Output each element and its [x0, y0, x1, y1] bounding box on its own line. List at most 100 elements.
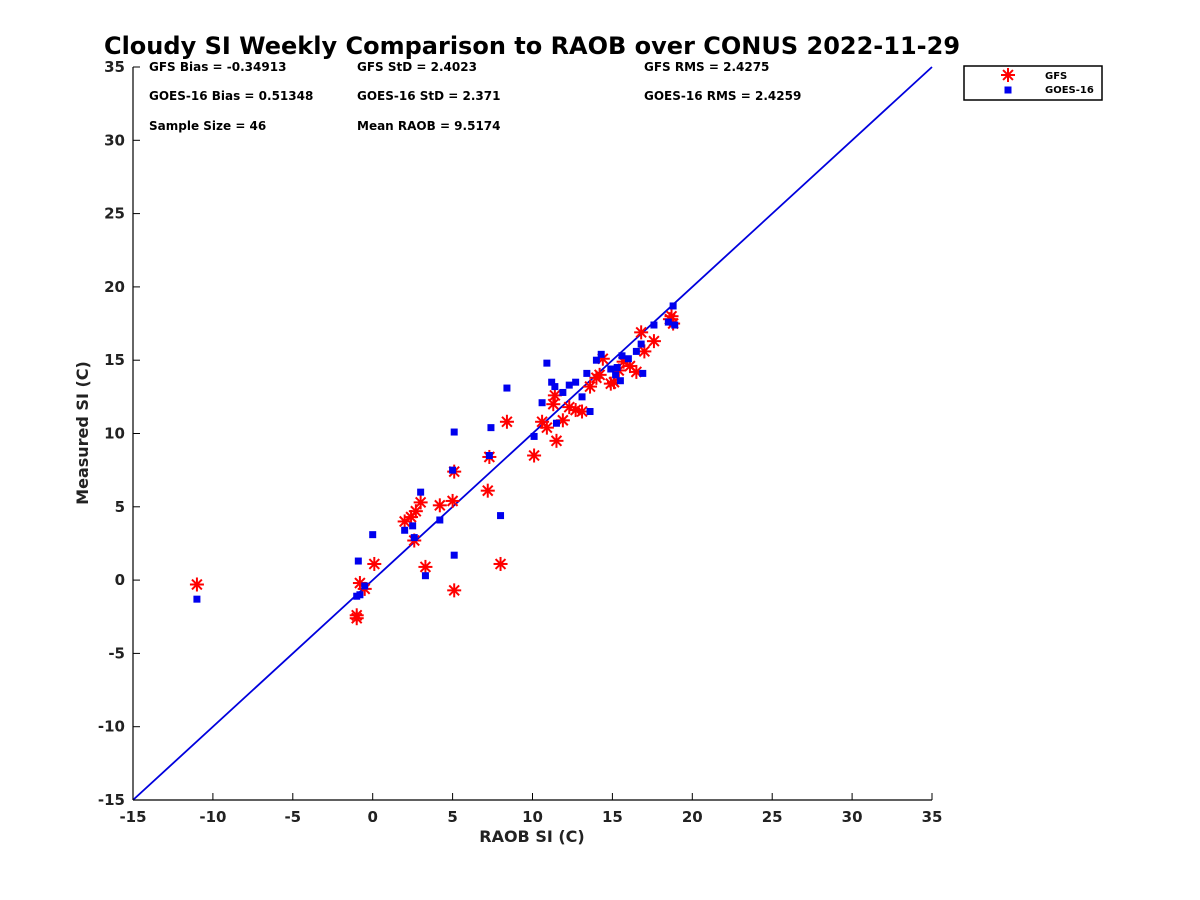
stat-goes-bias: GOES-16 Bias = 0.51348: [149, 89, 313, 103]
gfs-point: [404, 510, 419, 525]
x-tick-label: 25: [762, 808, 783, 826]
goes16-point: [592, 356, 600, 364]
x-tick-label: -10: [199, 808, 226, 826]
x-tick-label: -15: [119, 808, 146, 826]
x-tick-label: 10: [522, 808, 543, 826]
gfs-point: [499, 414, 514, 429]
x-tick-label: 35: [922, 808, 943, 826]
goes16-point: [669, 302, 677, 310]
goes16-point: [664, 318, 672, 326]
goes16-point: [485, 451, 493, 459]
goes16-point: [618, 352, 626, 360]
goes16-point: [497, 512, 505, 520]
legend-goes16-square: [1004, 86, 1012, 94]
y-tick-label: -10: [98, 718, 125, 736]
gfs-point: [367, 556, 382, 571]
goes16-point: [650, 321, 658, 329]
goes16-point: [410, 534, 418, 542]
goes16-point: [417, 488, 425, 496]
gfs-point: [447, 583, 462, 598]
gfs-point: [527, 448, 542, 463]
goes16-point: [409, 522, 417, 530]
legend: GFS GOES-16: [963, 65, 1103, 101]
goes16-point: [436, 516, 444, 524]
legend-goes16-label: GOES-16: [1045, 85, 1094, 96]
goes16-point: [449, 466, 457, 474]
goes16-point: [616, 377, 624, 385]
x-tick-label: 20: [682, 808, 703, 826]
chart-title: Cloudy SI Weekly Comparison to RAOB over…: [104, 32, 960, 60]
stat-gfs-bias: GFS Bias = -0.34913: [149, 60, 286, 74]
goes16-point: [530, 432, 538, 440]
goes16-point: [193, 595, 201, 603]
goes16-point: [607, 365, 615, 373]
gfs-point: [493, 556, 508, 571]
goes16-point: [572, 378, 580, 386]
legend-box: [963, 65, 1103, 101]
y-axis-label: Measured SI (C): [73, 361, 92, 505]
gfs-point: [349, 611, 364, 626]
plot-area: [132, 66, 933, 801]
goes16-point: [503, 384, 511, 392]
gfs-point: [432, 498, 447, 513]
goes16-point: [632, 347, 640, 355]
x-tick-label: 0: [367, 808, 377, 826]
goes16-point: [361, 582, 369, 590]
gfs-point: [189, 577, 204, 592]
goes16-point: [637, 340, 645, 348]
goes16-point: [565, 381, 573, 389]
gfs-point: [646, 334, 661, 349]
gfs-point: [413, 495, 428, 510]
gfs-point: [547, 388, 562, 403]
x-tick-label: 15: [602, 808, 623, 826]
goes16-point: [613, 364, 621, 372]
gfs-point: [539, 420, 554, 435]
legend-gfs-marker: [1001, 68, 1015, 82]
stat-gfs-rms: GFS RMS = 2.4275: [644, 60, 769, 74]
goes16-point: [543, 359, 551, 367]
goes16-point: [369, 531, 377, 539]
legend-gfs-asterisk: [1001, 68, 1015, 82]
gfs-point: [583, 379, 598, 394]
y-tick-label: 0: [115, 571, 125, 589]
goes16-series: [193, 302, 679, 603]
y-tick-label: 5: [115, 498, 125, 516]
legend-gfs-label: GFS: [1045, 71, 1067, 82]
goes16-point: [354, 557, 362, 565]
legend-goes16-marker: [1004, 86, 1012, 94]
y-tick-label: 35: [104, 58, 125, 76]
y-tick-label: 15: [104, 351, 125, 369]
gfs-point: [634, 325, 649, 340]
x-axis-ticks: -15 -10 -5 0 5 10 15 20 25 30 35: [119, 793, 942, 826]
goes16-point: [671, 321, 679, 329]
goes16-point: [612, 371, 620, 379]
goes16-point: [548, 378, 556, 386]
stat-sample-size: Sample Size = 46: [149, 119, 266, 133]
y-tick-label: 20: [104, 278, 125, 296]
stat-gfs-std: GFS StD = 2.4023: [357, 60, 477, 74]
stat-mean-raob: Mean RAOB = 9.5174: [357, 119, 501, 133]
y-tick-label: 10: [104, 425, 125, 443]
y-tick-label: -15: [98, 791, 125, 809]
gfs-point: [418, 559, 433, 574]
y-tick-label: 30: [104, 131, 125, 149]
x-axis-label: RAOB SI (C): [479, 827, 584, 846]
gfs-point: [546, 397, 561, 412]
gfs-point: [480, 483, 495, 498]
gfs-point: [445, 493, 460, 508]
x-tick-label: 5: [447, 808, 457, 826]
goes16-point: [401, 526, 409, 534]
goes16-point: [559, 388, 567, 396]
gfs-point: [397, 514, 412, 529]
goes16-point: [597, 350, 605, 358]
goes16-point: [356, 591, 364, 599]
stat-goes-std: GOES-16 StD = 2.371: [357, 89, 500, 103]
goes16-point: [624, 355, 632, 363]
goes16-point: [578, 393, 586, 401]
stat-goes-rms: GOES-16 RMS = 2.4259: [644, 89, 801, 103]
goes16-point: [551, 383, 559, 391]
gfs-point: [592, 367, 607, 382]
x-tick-label: -5: [284, 808, 301, 826]
goes16-point: [583, 369, 591, 377]
